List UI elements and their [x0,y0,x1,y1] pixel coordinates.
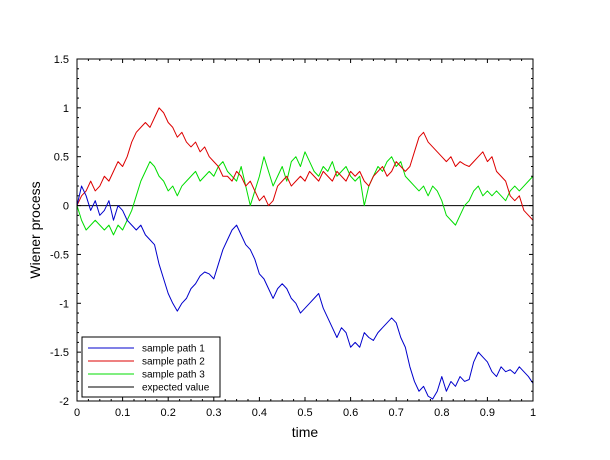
y-axis-label: Wiener process [27,181,43,278]
series-line-sample-path-1 [76,185,534,400]
x-tick-label: 1 [530,407,536,419]
y-tick-label: -1.5 [50,347,69,359]
x-tick-label: 0.9 [480,407,495,419]
y-tick-label: -1 [59,298,69,310]
x-tick-label: 0.3 [206,407,221,419]
x-axis: 0 0.1 0.2 0.3 0.4 0.5 0.6 0.7 0.8 0.9 1 [74,59,536,419]
plot-area [76,107,534,400]
y-tick-label: 1 [63,103,69,115]
legend-entry-label: sample path 2 [142,357,205,368]
y-axis: -2 -1.5 -1 -0.5 0 0.5 1 1.5 [50,54,533,408]
y-tick-label: -2 [59,396,69,408]
legend-entry-label: expected value [142,383,210,394]
x-tick-label: 0.1 [115,407,130,419]
legend: sample path 1 sample path 2 sample path 3 e… [81,336,221,398]
y-tick-label: -0.5 [50,249,69,261]
x-tick-label: 0.8 [434,407,449,419]
x-tick-label: 0.5 [297,407,312,419]
legend-entry-label: sample path 3 [142,370,205,381]
x-tick-label: 0.6 [343,407,358,419]
y-tick-label: 0 [63,201,69,213]
series-line-sample-path-2 [76,107,534,221]
legend-entry-label: sample path 1 [142,344,205,355]
x-tick-label: 0 [74,407,80,419]
x-tick-label: 0.7 [389,407,404,419]
x-tick-label: 0.2 [161,407,176,419]
x-axis-label: time [292,424,319,440]
y-tick-label: 1.5 [54,54,69,66]
series-line-sample-path-3 [76,151,534,236]
y-tick-label: 0.5 [54,152,69,164]
x-tick-label: 0.4 [252,407,267,419]
